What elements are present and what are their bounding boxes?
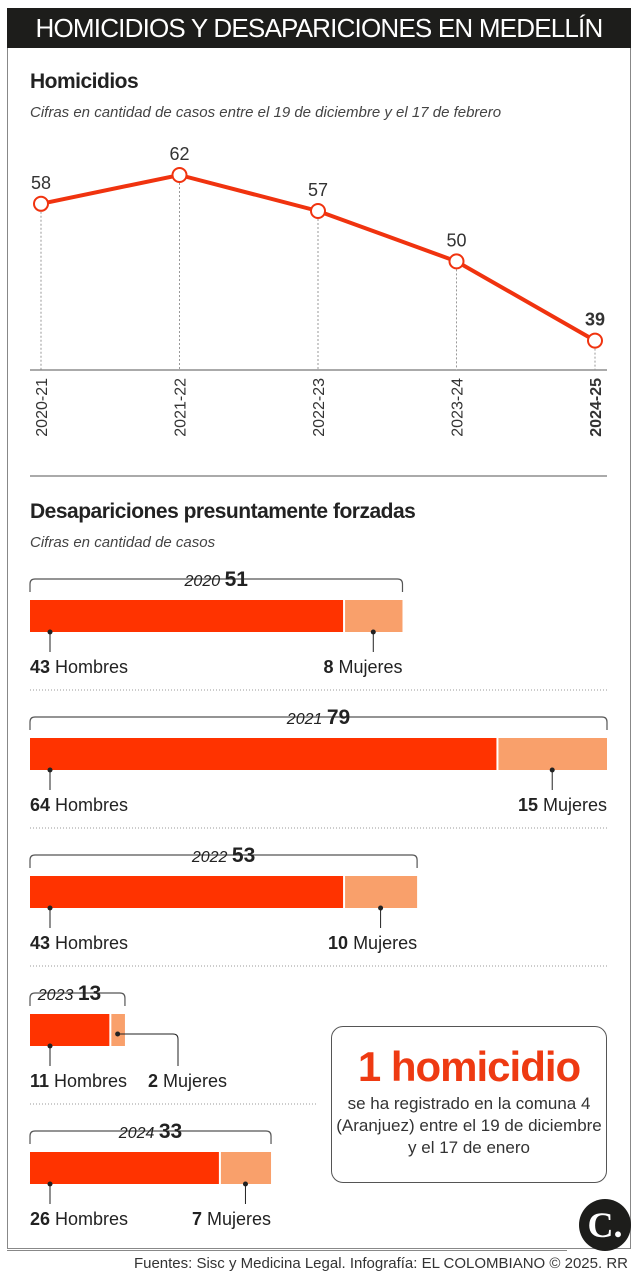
pointer-line bbox=[117, 1033, 179, 1066]
mujeres-count: 2 bbox=[148, 1071, 158, 1091]
callout-headline: 1 homicidio bbox=[357, 1043, 581, 1090]
hombres-name: Hombres bbox=[50, 657, 128, 677]
mujeres-count: 8 bbox=[323, 657, 333, 677]
hombres-label: 11 Hombres bbox=[30, 1071, 127, 1091]
mujeres-name: Mujeres bbox=[538, 795, 607, 815]
hombres-name: Hombres bbox=[49, 1071, 127, 1091]
data-label: 62 bbox=[169, 144, 189, 164]
hombres-name: Hombres bbox=[50, 933, 128, 953]
year-total-label: 2020 51 bbox=[184, 568, 249, 591]
data-point bbox=[310, 203, 326, 219]
hombres-count: 43 bbox=[30, 933, 50, 953]
data-label: 50 bbox=[446, 230, 466, 250]
total-bracket bbox=[29, 1130, 272, 1144]
hombres-label: 43 Hombres bbox=[30, 657, 128, 677]
mujeres-label: 2 Mujeres bbox=[148, 1071, 227, 1091]
total-bracket bbox=[29, 992, 126, 1006]
callout-text: se ha registrado en la comuna 4 (Aranjue… bbox=[336, 1094, 602, 1157]
bar-mujeres bbox=[220, 1152, 272, 1184]
data-label: 57 bbox=[308, 180, 328, 200]
bar-hombres bbox=[30, 600, 344, 632]
mujeres-name: Mujeres bbox=[348, 933, 417, 953]
footer-credits: Fuentes: Sisc y Medicina Legal. Infograf… bbox=[133, 1255, 628, 1272]
infographic-title: HOMICIDIOS Y DESAPARICIONES EN MEDELLÍN bbox=[7, 8, 631, 48]
el-colombiano-logo: C. bbox=[579, 1199, 631, 1251]
bar-mujeres bbox=[498, 738, 607, 770]
year-label: 2020 bbox=[184, 573, 225, 590]
total-label: 33 bbox=[159, 1120, 182, 1143]
hombres-count: 26 bbox=[30, 1209, 50, 1229]
content-frame bbox=[7, 48, 631, 1249]
hombres-count: 64 bbox=[30, 795, 50, 815]
total-label: 13 bbox=[78, 982, 101, 1005]
mujeres-label: 10 Mujeres bbox=[328, 933, 417, 953]
year-label: 2021 bbox=[286, 711, 327, 728]
homicidios-title: Homicidios bbox=[30, 70, 139, 93]
total-label: 79 bbox=[327, 706, 350, 729]
data-point bbox=[448, 253, 465, 270]
bar-hombres bbox=[30, 876, 344, 908]
x-tick-label: 2020-21 bbox=[34, 378, 51, 437]
desapariciones-title: Desapariciones presuntamente forzadas bbox=[30, 500, 416, 523]
hombres-name: Hombres bbox=[50, 1209, 128, 1229]
total-label: 53 bbox=[232, 844, 255, 867]
year-total-label: 2023 13 bbox=[37, 982, 101, 1005]
x-tick-label: 2024-25 bbox=[588, 378, 605, 437]
total-bracket bbox=[29, 578, 404, 592]
total-bracket bbox=[29, 716, 608, 730]
x-tick-label: 2022-23 bbox=[311, 378, 328, 437]
hombres-label: 43 Hombres bbox=[30, 933, 128, 953]
hombres-label: 64 Hombres bbox=[30, 795, 128, 815]
data-point bbox=[33, 195, 49, 212]
mujeres-label: 8 Mujeres bbox=[323, 657, 402, 677]
bar-hombres bbox=[30, 1152, 219, 1184]
footer-divider bbox=[7, 1250, 567, 1251]
year-total-label: 2024 33 bbox=[118, 1120, 182, 1143]
hombres-label: 26 Hombres bbox=[30, 1209, 128, 1229]
desapariciones-subtitle: Cifras en cantidad de casos bbox=[30, 534, 216, 551]
year-total-label: 2021 79 bbox=[286, 706, 350, 729]
x-tick-label: 2023-24 bbox=[450, 378, 467, 437]
bar-mujeres bbox=[345, 876, 418, 908]
bar-hombres bbox=[30, 738, 497, 770]
year-label: 2023 bbox=[37, 987, 78, 1004]
mujeres-name: Mujeres bbox=[202, 1209, 271, 1229]
total-label: 51 bbox=[225, 568, 249, 591]
data-label: 58 bbox=[31, 173, 51, 193]
bar-mujeres bbox=[111, 1014, 125, 1046]
year-label: 2022 bbox=[191, 849, 232, 866]
homicidios-subtitle: Cifras en cantidad de casos entre el 19 … bbox=[30, 104, 502, 121]
total-bracket bbox=[29, 854, 418, 868]
callout-box: 1 homicidio se ha registrado en la comun… bbox=[331, 1026, 607, 1183]
x-tick-label: 2021-22 bbox=[173, 378, 190, 437]
hombres-name: Hombres bbox=[50, 795, 128, 815]
mujeres-count: 15 bbox=[518, 795, 538, 815]
bar-mujeres bbox=[345, 600, 403, 632]
mujeres-label: 7 Mujeres bbox=[192, 1209, 271, 1229]
hombres-count: 11 bbox=[30, 1071, 49, 1091]
data-label: 39 bbox=[585, 310, 605, 330]
bar-hombres bbox=[30, 1014, 110, 1046]
mujeres-name: Mujeres bbox=[333, 657, 402, 677]
mujeres-count: 10 bbox=[328, 933, 348, 953]
hombres-count: 43 bbox=[30, 657, 50, 677]
mujeres-label: 15 Mujeres bbox=[518, 795, 607, 815]
data-point bbox=[171, 167, 188, 183]
year-total-label: 2022 53 bbox=[191, 844, 255, 867]
mujeres-name: Mujeres bbox=[158, 1071, 227, 1091]
data-point bbox=[587, 332, 603, 349]
year-label: 2024 bbox=[118, 1125, 159, 1142]
mujeres-count: 7 bbox=[192, 1209, 202, 1229]
